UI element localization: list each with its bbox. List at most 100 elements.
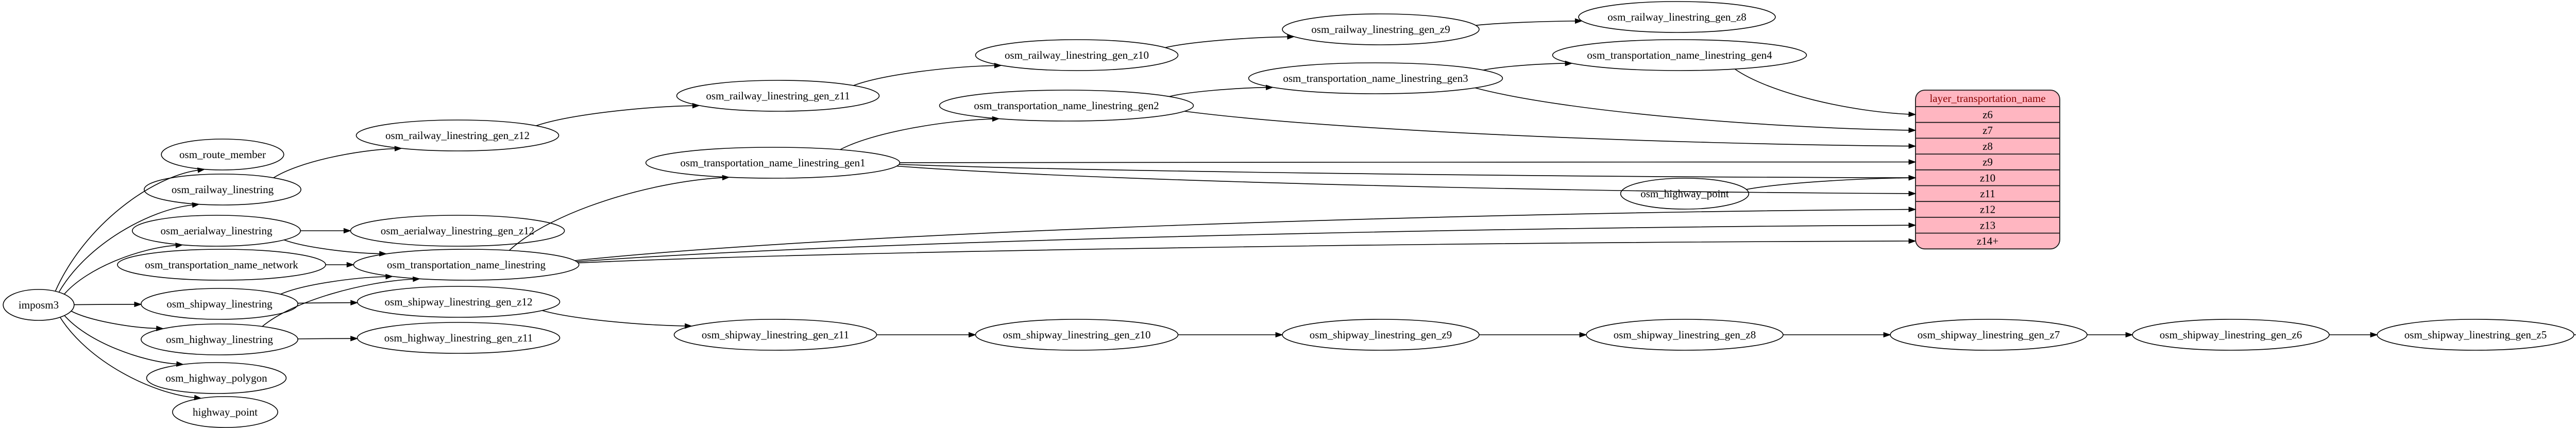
node-ellipse-osm_highway_point — [1620, 178, 1750, 210]
edge-railway_z12-railway_z11 — [536, 105, 693, 126]
edge-imposm3-route_member-arrowhead — [197, 167, 206, 173]
graph-nodes: imposm3 osm_route_member osm_railway_lines… — [3, 1, 2574, 428]
edge-name_ls-layer_transportation_name-z14plus — [578, 241, 1909, 264]
node-ellipse-highway_ls — [141, 323, 298, 355]
edge-imposm3-railway_ls-arrowhead — [192, 202, 200, 208]
edge-name_gen1-name_gen2-arrowhead — [992, 116, 1000, 122]
edge-name_gen3-name_gen4 — [1483, 63, 1566, 71]
layer-table-row-z8: z8 — [1982, 140, 1993, 152]
node-label-aerialway_ls: osm_aerialway_linestring — [161, 225, 273, 237]
node-ellipse-name_gen4 — [1552, 39, 1807, 71]
edge-imposm3-highway_point-arrowhead — [194, 395, 202, 401]
node-label-highway_poly: osm_highway_polygon — [165, 372, 267, 384]
edge-name_gen4-layer_transportation_name-z6-arrowhead — [1908, 111, 1917, 117]
node-shipway_z7: osm_shipway_linestring_gen_z7 — [1890, 319, 2088, 351]
node-shipway_z8: osm_shipway_linestring_gen_z8 — [1586, 319, 1784, 351]
edge-imposm3-shipway_ls — [74, 304, 135, 305]
edge-name_gen4-layer_transportation_name-z6 — [1734, 69, 1909, 115]
layer-table-row-z10: z10 — [1980, 172, 1995, 184]
node-ellipse-railway_ls — [144, 174, 301, 206]
node-label-name_gen2: osm_transportation_name_linestring_gen2 — [974, 99, 1159, 112]
node-label-name_ls: osm_transportation_name_linestring — [387, 259, 546, 271]
edge-shipway_z8-shipway_z7-arrowhead — [1883, 332, 1891, 338]
edge-imposm3-railway_ls — [58, 204, 193, 293]
node-label-name_gen1: osm_transportation_name_linestring_gen1 — [680, 157, 865, 169]
node-label-osm_highway_point: osm_highway_point — [1640, 187, 1729, 200]
node-shipway_z6: osm_shipway_linestring_gen_z6 — [2132, 319, 2330, 351]
edge-shipway_z12-shipway_z11-arrowhead — [685, 323, 693, 329]
node-label-shipway_z7: osm_shipway_linestring_gen_z7 — [1918, 329, 2060, 341]
edge-railway_z9-railway_z8 — [1476, 21, 1575, 26]
node-label-shipway_z11: osm_shipway_linestring_gen_z11 — [702, 329, 849, 341]
edge-imposm3-aerialway_ls — [64, 245, 176, 295]
edge-highway_ls-name_ls — [262, 279, 413, 327]
node-name_gen2: osm_transportation_name_linestring_gen2 — [939, 90, 1194, 122]
node-highway_poly: osm_highway_polygon — [146, 362, 287, 394]
edge-shipway_z7-shipway_z6-arrowhead — [2125, 332, 2133, 338]
node-railway_z11: osm_railway_linestring_gen_z11 — [676, 80, 880, 112]
edge-shipway_ls-shipway_z12-arrowhead — [350, 300, 359, 306]
node-label-highway_point: highway_point — [193, 406, 258, 418]
node-label-railway_z9: osm_railway_linestring_gen_z9 — [1311, 23, 1450, 36]
node-railway_z12: osm_railway_linestring_gen_z12 — [355, 119, 560, 151]
node-shipway_z12: osm_shipway_linestring_gen_z12 — [357, 286, 561, 318]
edge-name_gen1-layer_transportation_name-z9 — [900, 161, 1909, 163]
edge-shipway_ls-name_ls-arrowhead — [385, 273, 394, 280]
edge-name_ls-layer_transportation_name-z12-arrowhead — [1908, 207, 1917, 212]
node-ellipse-shipway_ls — [141, 288, 298, 320]
node-label-shipway_z8: osm_shipway_linestring_gen_z8 — [1614, 329, 1756, 341]
edge-railway_ls-railway_z12 — [273, 148, 395, 178]
edge-shipway_ls-name_ls — [280, 276, 386, 295]
layer-table: layer_transportation_name z6 z7 z8 z9 z10 z11 z… — [1915, 90, 2060, 250]
edge-shipway_z9-shipway_z8-arrowhead — [1579, 332, 1587, 338]
node-shipway_z9: osm_shipway_linestring_gen_z9 — [1282, 319, 1480, 351]
node-shipway_z5: osm_shipway_linestring_gen_z5 — [2377, 319, 2574, 351]
edge-highway_ls-name_ls-arrowhead — [412, 276, 421, 282]
layer-table-row-z12: z12 — [1980, 203, 1995, 216]
node-label-shipway_z6: osm_shipway_linestring_gen_z6 — [2160, 329, 2302, 341]
node-ellipse-railway_z8 — [1578, 1, 1776, 33]
node-label-railway_z11: osm_railway_linestring_gen_z11 — [706, 90, 850, 102]
edge-name_gen3-name_gen4-arrowhead — [1565, 60, 1573, 66]
edge-imposm3-route_member — [55, 169, 198, 292]
edge-name_gen2-name_gen3 — [1169, 87, 1266, 97]
node-label-imposm3: imposm3 — [19, 299, 59, 311]
edge-osm_highway_point-layer_transportation_name-z10 — [1746, 177, 1909, 190]
layer-table-row-z9: z9 — [1982, 156, 1993, 168]
edge-name_gen1-layer_transportation_name-z10 — [899, 164, 1909, 178]
edge-imposm3-shipway_ls-arrowhead — [134, 301, 142, 307]
edge-imposm3-highway_poly-arrowhead — [176, 361, 184, 367]
node-ellipse-shipway_z12 — [357, 286, 561, 318]
edge-railway_z9-railway_z8-arrowhead — [1574, 18, 1583, 24]
node-railway_ls: osm_railway_linestring — [144, 174, 301, 206]
node-label-railway_z8: osm_railway_linestring_gen_z8 — [1607, 11, 1746, 23]
node-ellipse-highway_point — [172, 396, 278, 428]
node-label-railway_z10: osm_railway_linestring_gen_z10 — [1005, 49, 1149, 61]
node-railway_z10: osm_railway_linestring_gen_z10 — [975, 39, 1179, 71]
edge-shipway_z10-shipway_z9-arrowhead — [1275, 332, 1283, 338]
edge-imposm3-highway_point — [59, 317, 195, 398]
edge-name_gen3-layer_transportation_name-z7-arrowhead — [1908, 127, 1917, 133]
layer-table-row-z11: z11 — [1980, 187, 1995, 200]
edge-railway_ls-railway_z12-arrowhead — [394, 146, 402, 151]
edge-shipway_z6-shipway_z5-arrowhead — [2370, 332, 2378, 338]
node-label-name_network: osm_transportation_name_network — [145, 259, 298, 271]
node-highway_ls: osm_highway_linestring — [141, 323, 298, 355]
node-ellipse-name_gen3 — [1248, 62, 1503, 94]
node-osm_highway_point: osm_highway_point — [1620, 178, 1750, 210]
layer-table-row-z14plus: z14+ — [1977, 235, 1998, 247]
edge-name_gen1-name_gen2 — [840, 118, 993, 150]
node-label-route_member: osm_route_member — [179, 148, 266, 161]
node-label-highway_z11: osm_highway_linestring_gen_z11 — [384, 332, 533, 344]
edge-name_gen1-layer_transportation_name-z9-arrowhead — [1908, 159, 1917, 165]
edge-railway_z12-railway_z11-arrowhead — [692, 102, 700, 109]
node-shipway_ls: osm_shipway_linestring — [141, 288, 298, 320]
graph-edges — [55, 18, 2576, 401]
edge-name_gen3-layer_transportation_name-z7 — [1475, 87, 1909, 131]
node-label-shipway_ls: osm_shipway_linestring — [166, 298, 273, 310]
edge-highway_ls-highway_z11 — [297, 338, 351, 339]
node-name_gen1: osm_transportation_name_linestring_gen1 — [645, 147, 901, 179]
edge-aerialway_ls-name_ls — [283, 239, 380, 254]
node-shipway_z10: osm_shipway_linestring_gen_z10 — [975, 319, 1179, 351]
